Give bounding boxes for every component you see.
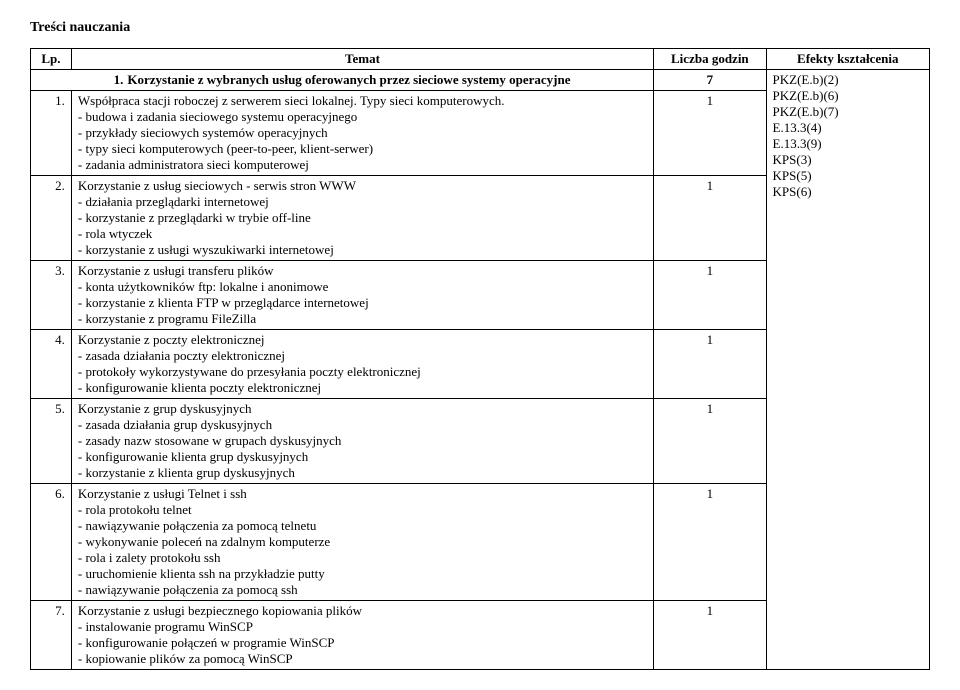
row-hours: 1 bbox=[654, 399, 766, 484]
row-title: Korzystanie z poczty elektronicznej bbox=[78, 332, 647, 348]
row-topic: Korzystanie z usługi transferu plików- k… bbox=[71, 261, 653, 330]
row-subitem: - działania przeglądarki internetowej bbox=[78, 194, 647, 210]
row-subitem: - nawiązywanie połączenia za pomocą teln… bbox=[78, 518, 647, 534]
content-table: Lp. Temat Liczba godzin Efekty kształcen… bbox=[30, 48, 930, 670]
row-hours: 1 bbox=[654, 261, 766, 330]
row-hours: 1 bbox=[654, 484, 766, 601]
row-topic: Korzystanie z usług sieciowych - serwis … bbox=[71, 176, 653, 261]
section-title: Korzystanie z wybranych usług oferowanyc… bbox=[127, 72, 570, 87]
row-subitem: - konta użytkowników ftp: lokalne i anon… bbox=[78, 279, 647, 295]
table-header-row: Lp. Temat Liczba godzin Efekty kształcen… bbox=[31, 49, 930, 70]
row-title: Korzystanie z usługi bezpiecznego kopiow… bbox=[78, 603, 647, 619]
efekty-item: KPS(3) bbox=[773, 152, 923, 168]
row-subitem: - zasady nazw stosowane w grupach dyskus… bbox=[78, 433, 647, 449]
row-subitem: - konfigurowanie połączeń w programie Wi… bbox=[78, 635, 647, 651]
row-hours: 1 bbox=[654, 176, 766, 261]
row-subitem: - korzystanie z programu FileZilla bbox=[78, 311, 647, 327]
row-subitem: - korzystanie z przeglądarki w trybie of… bbox=[78, 210, 647, 226]
row-hours: 1 bbox=[654, 601, 766, 670]
row-topic: Korzystanie z grup dyskusyjnych- zasada … bbox=[71, 399, 653, 484]
row-subitem: - kopiowanie plików za pomocą WinSCP bbox=[78, 651, 647, 667]
row-title: Korzystanie z grup dyskusyjnych bbox=[78, 401, 647, 417]
section-title-cell: 1.Korzystanie z wybranych usług oferowan… bbox=[31, 70, 654, 91]
row-title: Korzystanie z usług sieciowych - serwis … bbox=[78, 178, 647, 194]
header-lp: Lp. bbox=[31, 49, 72, 70]
row-title: Współpraca stacji roboczej z serwerem si… bbox=[78, 93, 647, 109]
row-topic: Korzystanie z poczty elektronicznej- zas… bbox=[71, 330, 653, 399]
row-lp: 5. bbox=[31, 399, 72, 484]
row-lp: 2. bbox=[31, 176, 72, 261]
row-subitem: - korzystanie z klienta FTP w przeglądar… bbox=[78, 295, 647, 311]
row-hours: 1 bbox=[654, 91, 766, 176]
row-subitem: - zadania administratora sieci komputero… bbox=[78, 157, 647, 173]
row-topic: Korzystanie z usługi Telnet i ssh- rola … bbox=[71, 484, 653, 601]
row-subitem: - budowa i zadania sieciowego systemu op… bbox=[78, 109, 647, 125]
row-title: Korzystanie z usługi Telnet i ssh bbox=[78, 486, 647, 502]
row-subitem: - zasada działania poczty elektronicznej bbox=[78, 348, 647, 364]
row-lp: 6. bbox=[31, 484, 72, 601]
row-hours: 1 bbox=[654, 330, 766, 399]
row-topic: Korzystanie z usługi bezpiecznego kopiow… bbox=[71, 601, 653, 670]
row-subitem: - przykłady sieciowych systemów operacyj… bbox=[78, 125, 647, 141]
page-title: Treści nauczania bbox=[30, 20, 930, 36]
header-efekty: Efekty kształcenia bbox=[766, 49, 929, 70]
row-title: Korzystanie z usługi transferu plików bbox=[78, 263, 647, 279]
row-subitem: - konfigurowanie klienta grup dyskusyjny… bbox=[78, 449, 647, 465]
efekty-cell: PKZ(E.b)(2)PKZ(E.b)(6)PKZ(E.b)(7)E.13.3(… bbox=[766, 70, 929, 670]
row-lp: 3. bbox=[31, 261, 72, 330]
row-subitem: - rola protokołu telnet bbox=[78, 502, 647, 518]
row-lp: 1. bbox=[31, 91, 72, 176]
row-subitem: - rola wtyczek bbox=[78, 226, 647, 242]
row-subitem: - instalowanie programu WinSCP bbox=[78, 619, 647, 635]
section-row: 1.Korzystanie z wybranych usług oferowan… bbox=[31, 70, 930, 91]
row-subitem: - zasada działania grup dyskusyjnych bbox=[78, 417, 647, 433]
efekty-item: PKZ(E.b)(7) bbox=[773, 104, 923, 120]
section-number: 1. bbox=[114, 72, 124, 88]
section-hours-cell: 7 bbox=[654, 70, 766, 91]
header-godziny: Liczba godzin bbox=[654, 49, 766, 70]
efekty-item: KPS(6) bbox=[773, 184, 923, 200]
row-subitem: - uruchomienie klienta ssh na przykładzi… bbox=[78, 566, 647, 582]
efekty-item: E.13.3(9) bbox=[773, 136, 923, 152]
row-subitem: - korzystanie z klienta grup dyskusyjnyc… bbox=[78, 465, 647, 481]
row-lp: 7. bbox=[31, 601, 72, 670]
row-subitem: - konfigurowanie klienta poczty elektron… bbox=[78, 380, 647, 396]
row-subitem: - wykonywanie poleceń na zdalnym kompute… bbox=[78, 534, 647, 550]
header-temat: Temat bbox=[71, 49, 653, 70]
row-subitem: - nawiązywanie połączenia za pomocą ssh bbox=[78, 582, 647, 598]
row-lp: 4. bbox=[31, 330, 72, 399]
row-subitem: - rola i zalety protokołu ssh bbox=[78, 550, 647, 566]
efekty-item: PKZ(E.b)(6) bbox=[773, 88, 923, 104]
efekty-item: PKZ(E.b)(2) bbox=[773, 72, 923, 88]
efekty-item: E.13.3(4) bbox=[773, 120, 923, 136]
row-subitem: - korzystanie z usługi wyszukiwarki inte… bbox=[78, 242, 647, 258]
row-subitem: - protokoły wykorzystywane do przesyłani… bbox=[78, 364, 647, 380]
efekty-item: KPS(5) bbox=[773, 168, 923, 184]
row-subitem: - typy sieci komputerowych (peer-to-peer… bbox=[78, 141, 647, 157]
row-topic: Współpraca stacji roboczej z serwerem si… bbox=[71, 91, 653, 176]
